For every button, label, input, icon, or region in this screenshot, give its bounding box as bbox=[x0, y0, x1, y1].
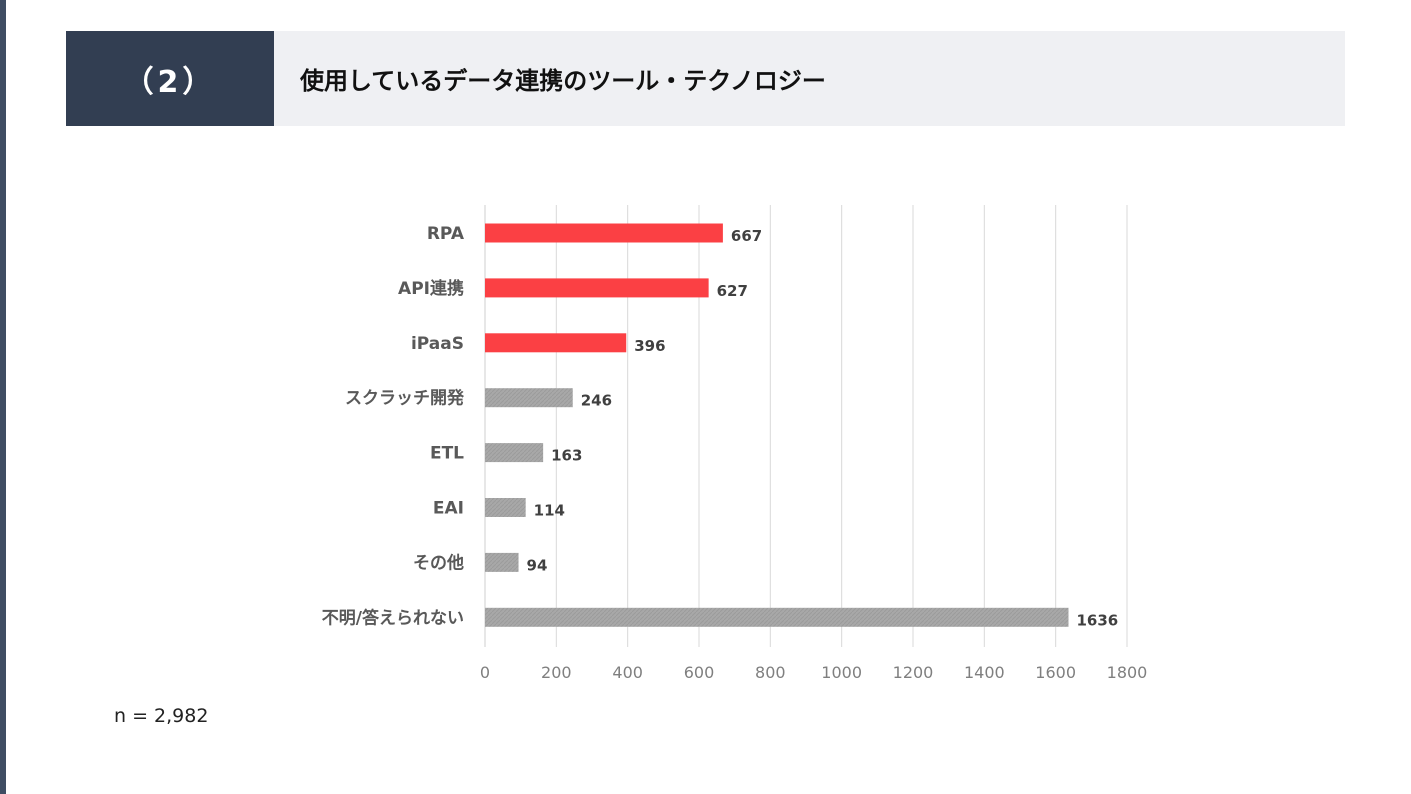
data-label: 1636 bbox=[1077, 611, 1119, 629]
data-label: 627 bbox=[717, 282, 748, 300]
category-label: その他 bbox=[413, 552, 464, 573]
left-edge-bar bbox=[0, 0, 6, 794]
data-label: 114 bbox=[534, 502, 565, 520]
category-label: RPA bbox=[427, 224, 465, 244]
x-tick-label: 1000 bbox=[821, 663, 862, 682]
bars bbox=[485, 223, 1069, 627]
data-label: 667 bbox=[731, 227, 762, 245]
bar bbox=[485, 498, 526, 517]
x-tick-label: 600 bbox=[684, 663, 715, 682]
data-label: 94 bbox=[527, 556, 548, 574]
category-label: API連携 bbox=[398, 278, 464, 299]
category-label: スクラッチ開発 bbox=[345, 388, 465, 409]
x-tick-label: 0 bbox=[480, 663, 490, 682]
x-tick-label: 1200 bbox=[893, 663, 934, 682]
bar bbox=[485, 443, 544, 463]
x-tick-label: 1600 bbox=[1035, 663, 1076, 682]
bar bbox=[485, 333, 627, 353]
labels: 0 200 400 600 800 1000 1200 1400 1600 1800 RPA 667 A… bbox=[322, 224, 1148, 682]
bar bbox=[485, 607, 1069, 627]
x-tick-label: 1400 bbox=[964, 663, 1005, 682]
x-tick-label: 800 bbox=[755, 663, 786, 682]
category-label: ETL bbox=[430, 444, 464, 464]
bar bbox=[485, 552, 519, 572]
section-header: （2） 使用しているデータ連携のツール・テクノロジー bbox=[66, 31, 1345, 126]
data-label: 396 bbox=[634, 337, 665, 355]
section-title: 使用しているデータ連携のツール・テクノロジー bbox=[300, 67, 826, 95]
section-number: （2） bbox=[66, 31, 274, 126]
bar bbox=[485, 388, 573, 408]
bar bbox=[485, 223, 723, 243]
x-tick-label: 200 bbox=[541, 663, 572, 682]
category-label: EAI bbox=[433, 499, 464, 519]
gridlines bbox=[484, 205, 1128, 647]
category-label: iPaaS bbox=[411, 334, 464, 354]
x-tick-label: 1800 bbox=[1107, 663, 1148, 682]
category-label: 不明/答えられない bbox=[322, 607, 464, 628]
data-label: 246 bbox=[581, 392, 612, 410]
x-tick-label: 400 bbox=[612, 663, 643, 682]
data-label: 163 bbox=[551, 447, 582, 465]
bar bbox=[485, 278, 709, 298]
sample-size: n = 2,982 bbox=[114, 705, 209, 727]
